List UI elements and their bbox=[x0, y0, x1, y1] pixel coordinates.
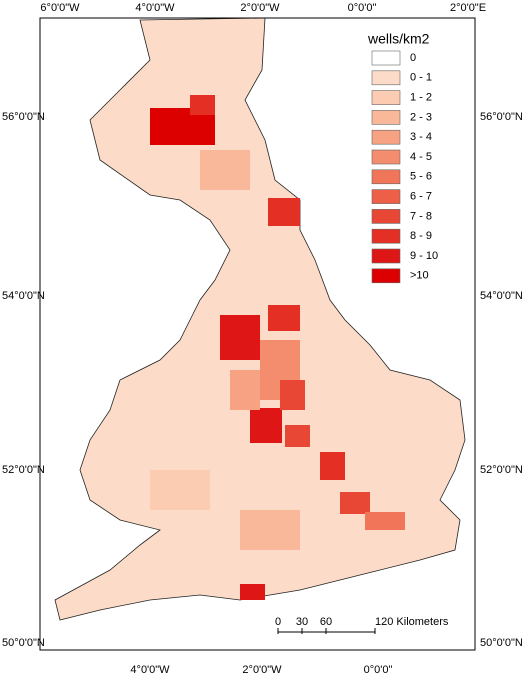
patch bbox=[365, 512, 405, 530]
graticule-label: 2°0'0"W bbox=[242, 664, 282, 676]
legend-label: 9 - 10 bbox=[410, 250, 438, 262]
graticule-label: 2°0'0"W bbox=[240, 2, 280, 14]
patch bbox=[240, 510, 300, 550]
legend-swatch bbox=[371, 228, 401, 244]
hotspot bbox=[220, 315, 260, 360]
legend-label: 4 - 5 bbox=[410, 151, 432, 163]
patch bbox=[230, 370, 260, 410]
graticule-label: 56°0'0"N bbox=[480, 111, 523, 123]
legend-label: 3 - 4 bbox=[410, 131, 432, 143]
hotspot bbox=[268, 305, 300, 331]
hotspot bbox=[285, 425, 310, 447]
graticule-label: 4°0'0"W bbox=[130, 664, 170, 676]
legend-swatch bbox=[371, 110, 401, 125]
graticule-label: 54°0'0"N bbox=[480, 290, 523, 302]
legend-swatch bbox=[371, 90, 401, 105]
legend-swatch bbox=[371, 129, 401, 145]
legend-swatch bbox=[371, 189, 401, 204]
land bbox=[54, 17, 466, 621]
graticule-label: 52°0'0"N bbox=[2, 464, 45, 476]
graticule-label: 50°0'0"N bbox=[480, 637, 523, 649]
legend-label: 2 - 3 bbox=[410, 111, 432, 123]
hotspot bbox=[240, 584, 265, 600]
patch bbox=[150, 470, 210, 510]
legend-label: 1 - 2 bbox=[410, 92, 432, 104]
graticule-label: 52°0'0"N bbox=[480, 464, 523, 476]
legend-label: 7 - 8 bbox=[410, 210, 432, 222]
hotspot bbox=[320, 452, 345, 480]
legend-swatch bbox=[371, 209, 401, 224]
legend-swatch bbox=[371, 50, 401, 66]
legend-label: 6 - 7 bbox=[410, 191, 432, 203]
legend-swatch bbox=[371, 149, 401, 165]
scale-label: 60 bbox=[320, 616, 332, 628]
scale-label: 120 Kilometers bbox=[375, 616, 449, 628]
legend-swatch bbox=[371, 248, 401, 264]
graticule-label: 50°0'0"N bbox=[2, 637, 45, 649]
graticule-label: 4°0'0"W bbox=[135, 2, 175, 14]
legend-label: >10 bbox=[410, 270, 429, 282]
graticule-label: 6°0'0"W bbox=[40, 2, 80, 14]
legend-label: 5 - 6 bbox=[410, 171, 432, 183]
graticule-label: 0°0'0" bbox=[348, 2, 377, 14]
density-patches bbox=[150, 95, 405, 600]
hotspot bbox=[280, 380, 305, 410]
legend-label: 8 - 9 bbox=[410, 230, 432, 242]
legend-swatch bbox=[371, 70, 401, 86]
legend-swatch bbox=[371, 268, 401, 284]
graticule-label: 0°0'0" bbox=[364, 664, 393, 676]
scale-bar bbox=[277, 628, 376, 634]
legend-label: 0 - 1 bbox=[410, 72, 432, 84]
hotspot bbox=[268, 198, 300, 226]
legend-label: 0 bbox=[410, 52, 416, 64]
map-frame bbox=[39, 17, 476, 651]
hotspot bbox=[190, 95, 215, 115]
scale-label: 30 bbox=[296, 616, 308, 628]
graticule-label: 54°0'0"N bbox=[2, 290, 45, 302]
patch bbox=[200, 150, 250, 190]
graticule-label: 2°0'0"E bbox=[450, 2, 486, 14]
legend-swatch bbox=[371, 169, 401, 185]
hotspot bbox=[250, 408, 282, 443]
scale-label: 0 bbox=[275, 616, 281, 628]
hotspot bbox=[340, 492, 370, 514]
legend-title: wells/km2 bbox=[367, 31, 430, 47]
graticule-label: 56°0'0"N bbox=[2, 111, 45, 123]
